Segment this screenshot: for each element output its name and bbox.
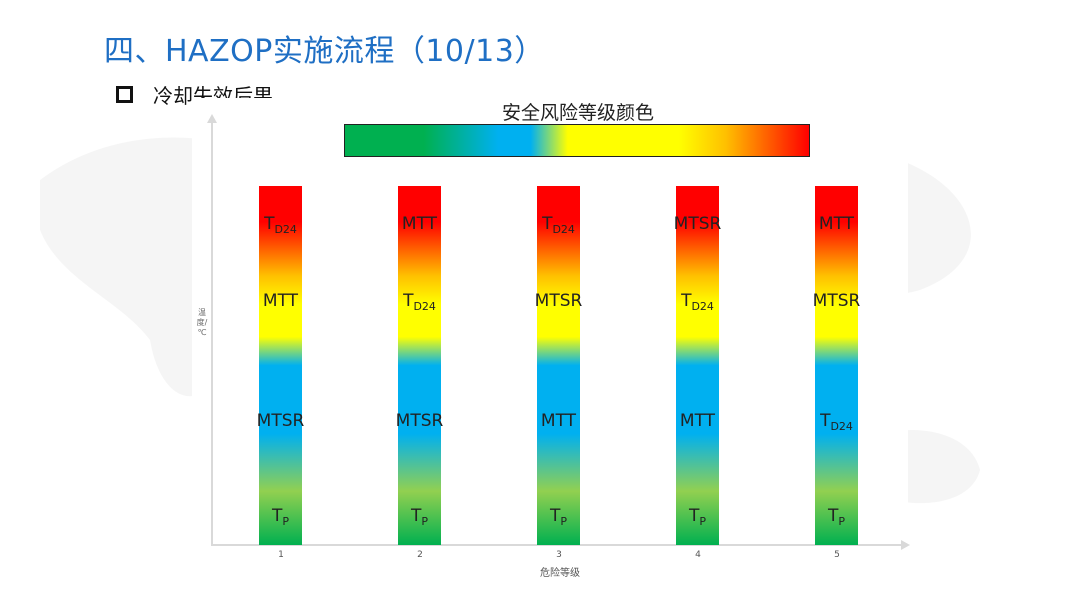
column-label: MTT [679, 411, 716, 431]
column-label: TP [549, 506, 568, 528]
column-label: MTT [818, 214, 855, 234]
legend-title: 安全风险等级颜色 [501, 102, 654, 124]
slide-title: 四、HAZOP实施流程（10/13） [104, 34, 545, 69]
risk-column: TD24 MTSR MTT TP [534, 186, 583, 545]
y-axis-arrow-icon [207, 114, 217, 123]
x-axis-line [211, 544, 903, 546]
risk-column: TD24 MTT MTSR TP [256, 186, 305, 545]
x-tick-label: 5 [834, 550, 840, 560]
risk-color-legend-bar [344, 124, 810, 157]
column-label: TP [827, 506, 846, 528]
x-tick-label: 3 [556, 550, 562, 560]
column-label: MTT [262, 291, 299, 311]
column-label: MTSR [256, 411, 305, 431]
x-tick-label: 1 [278, 550, 284, 560]
column-label: TD24 [820, 411, 853, 433]
column-label: MTSR [673, 214, 722, 234]
column-label: TP [271, 506, 290, 528]
y-axis-line [211, 120, 213, 546]
x-tick-label: 4 [695, 550, 701, 560]
y-axis-title: 温度/℃ [196, 308, 208, 337]
x-axis-arrow-icon [901, 540, 910, 550]
column-label: MTT [540, 411, 577, 431]
x-axis-title: 危险等级 [540, 568, 580, 579]
column-label: MTSR [534, 291, 583, 311]
column-label: TD24 [542, 214, 575, 236]
column-label: TP [410, 506, 429, 528]
column-label: MTSR [812, 291, 861, 311]
column-label: MTT [401, 214, 438, 234]
hollow-square-bullet-icon [116, 85, 133, 103]
column-label: TD24 [264, 214, 297, 236]
risk-column: MTT MTSR TD24 TP [812, 186, 861, 545]
column-label: TP [688, 506, 707, 528]
risk-column: MTT TD24 MTSR TP [395, 186, 444, 545]
x-tick-label: 2 [417, 550, 423, 560]
column-label: MTSR [395, 411, 444, 431]
column-label: TD24 [403, 291, 436, 313]
risk-column: MTSR TD24 MTT TP [673, 186, 722, 545]
column-label: TD24 [681, 291, 714, 313]
